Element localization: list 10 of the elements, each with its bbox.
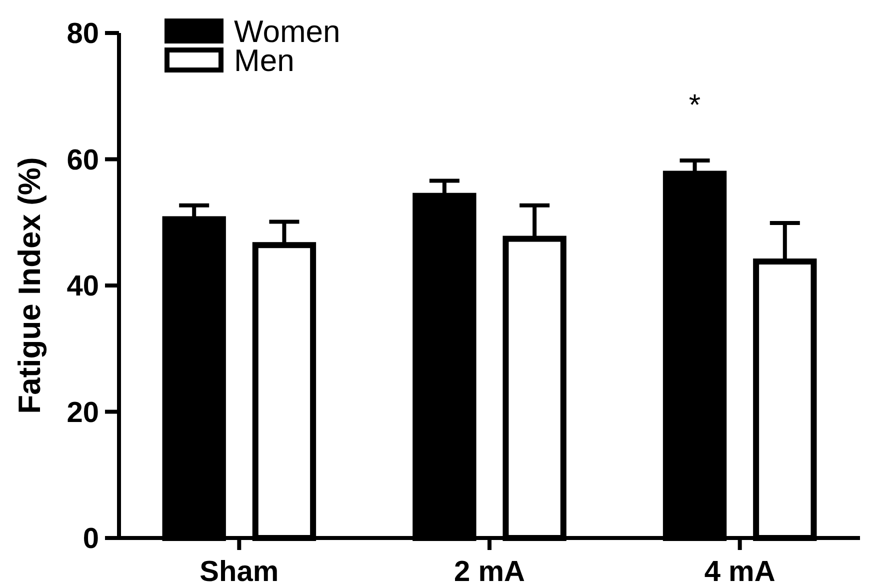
y-tick-label: 80 bbox=[66, 18, 99, 50]
y-tick-label: 60 bbox=[66, 144, 99, 176]
y-axis-title: Fatigue Index (%) bbox=[12, 157, 47, 414]
x-tick-label: 4 mA bbox=[704, 556, 776, 585]
x-tick-label: 2 mA bbox=[454, 556, 526, 585]
y-tick-label: 0 bbox=[82, 523, 99, 556]
x-tick-label: Sham bbox=[200, 556, 279, 585]
annotation: * bbox=[688, 89, 701, 122]
y-tick-label: 40 bbox=[66, 270, 99, 303]
y-tick-label: 20 bbox=[66, 396, 99, 429]
